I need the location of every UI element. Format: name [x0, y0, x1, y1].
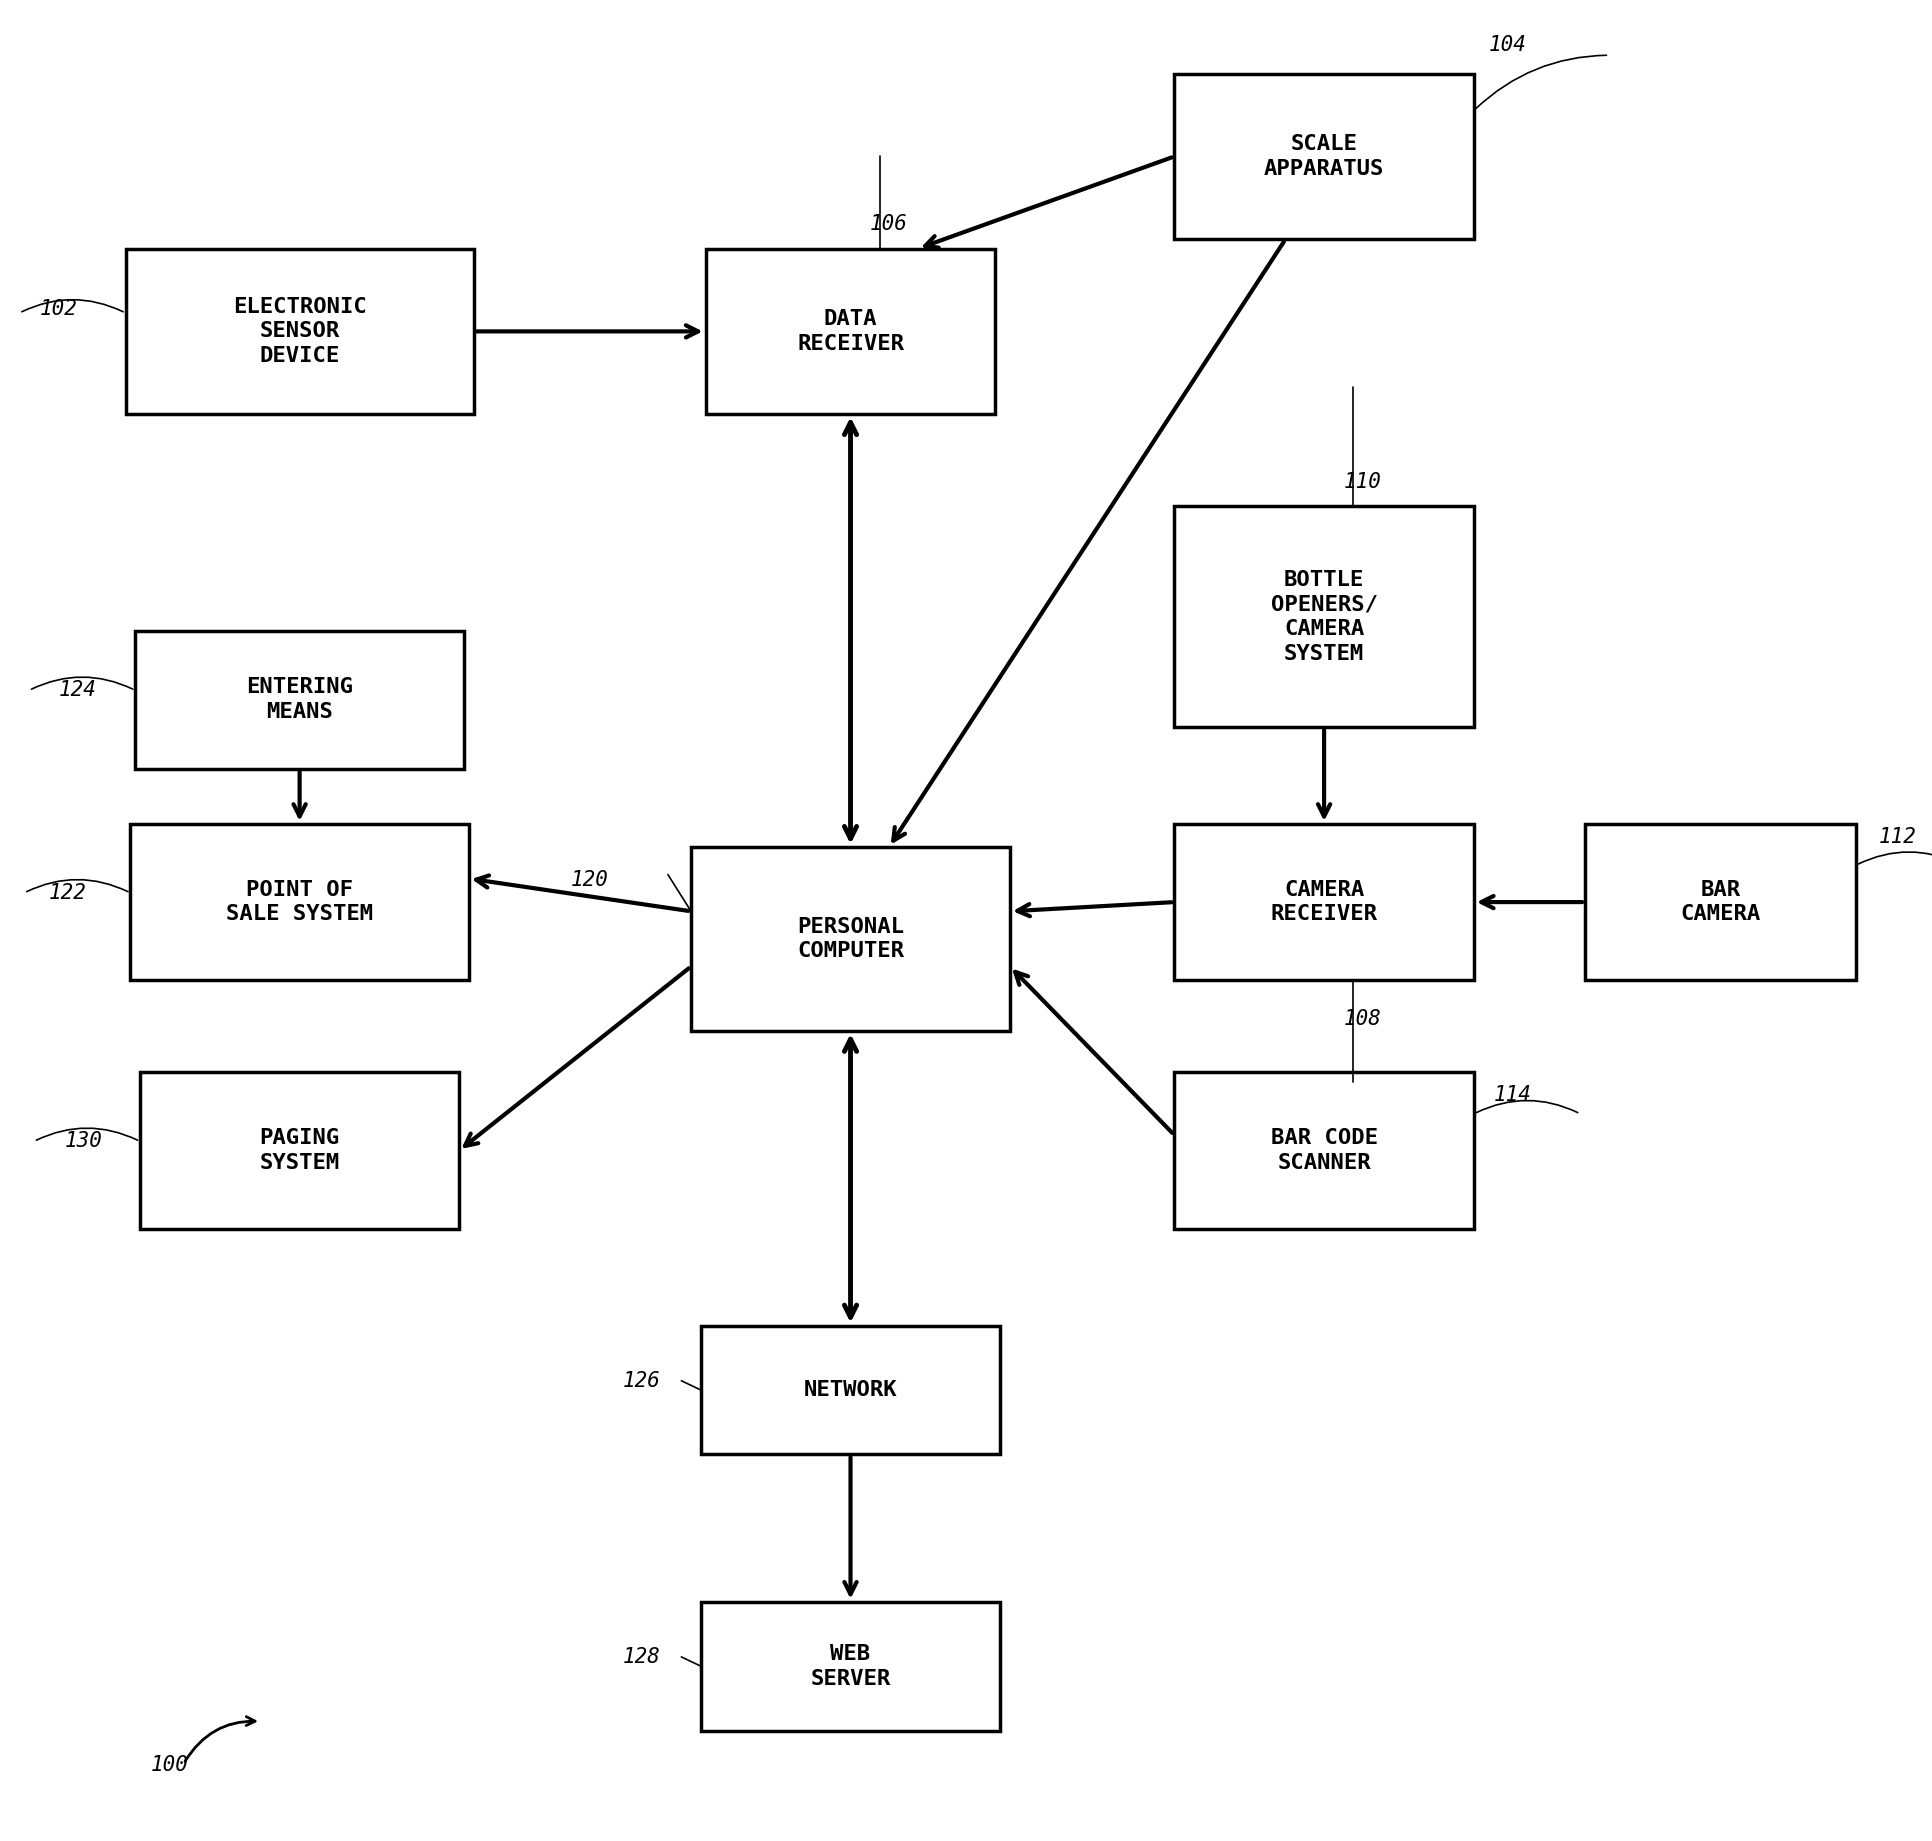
Bar	[135, 630, 464, 770]
Text: 104: 104	[1488, 35, 1526, 55]
Text: POINT OF
SALE SYSTEM: POINT OF SALE SYSTEM	[226, 880, 373, 924]
Text: DATA
RECEIVER: DATA RECEIVER	[796, 309, 904, 353]
Bar	[1584, 825, 1855, 979]
Text: 114: 114	[1493, 1084, 1532, 1105]
Text: PERSONAL
COMPUTER: PERSONAL COMPUTER	[796, 917, 904, 961]
Text: BAR
CAMERA: BAR CAMERA	[1679, 880, 1760, 924]
Text: CAMERA
RECEIVER: CAMERA RECEIVER	[1269, 880, 1378, 924]
Text: BAR CODE
SCANNER: BAR CODE SCANNER	[1269, 1129, 1378, 1173]
Text: 112: 112	[1878, 827, 1917, 847]
Text: 126: 126	[622, 1372, 661, 1390]
Text: 106: 106	[869, 214, 908, 234]
Bar	[126, 249, 473, 414]
Text: 108: 108	[1343, 1009, 1381, 1029]
Bar	[692, 847, 1009, 1031]
Text: 122: 122	[48, 884, 87, 902]
Bar	[1175, 825, 1474, 979]
Text: WEB
SERVER: WEB SERVER	[810, 1644, 891, 1688]
Text: 128: 128	[622, 1648, 661, 1666]
Bar	[1175, 506, 1474, 727]
Text: 102: 102	[39, 300, 77, 318]
Bar	[699, 1602, 1001, 1731]
Bar	[1175, 1071, 1474, 1230]
Text: NETWORK: NETWORK	[804, 1381, 896, 1399]
Text: BOTTLE
OPENERS/
CAMERA
SYSTEM: BOTTLE OPENERS/ CAMERA SYSTEM	[1269, 569, 1378, 665]
Bar	[141, 1071, 460, 1230]
Bar	[1175, 74, 1474, 239]
Text: 100: 100	[151, 1754, 189, 1775]
Bar	[131, 825, 469, 979]
Text: 110: 110	[1343, 471, 1381, 492]
Text: ENTERING
MEANS: ENTERING MEANS	[245, 677, 354, 722]
Text: ELECTRONIC
SENSOR
DEVICE: ELECTRONIC SENSOR DEVICE	[232, 296, 367, 366]
Bar	[699, 1326, 1001, 1454]
Text: 124: 124	[58, 681, 97, 700]
Bar	[705, 249, 995, 414]
Text: 130: 130	[64, 1132, 102, 1151]
Text: 120: 120	[570, 871, 609, 889]
Text: SCALE
APPARATUS: SCALE APPARATUS	[1264, 134, 1383, 179]
Text: PAGING
SYSTEM: PAGING SYSTEM	[259, 1129, 340, 1173]
